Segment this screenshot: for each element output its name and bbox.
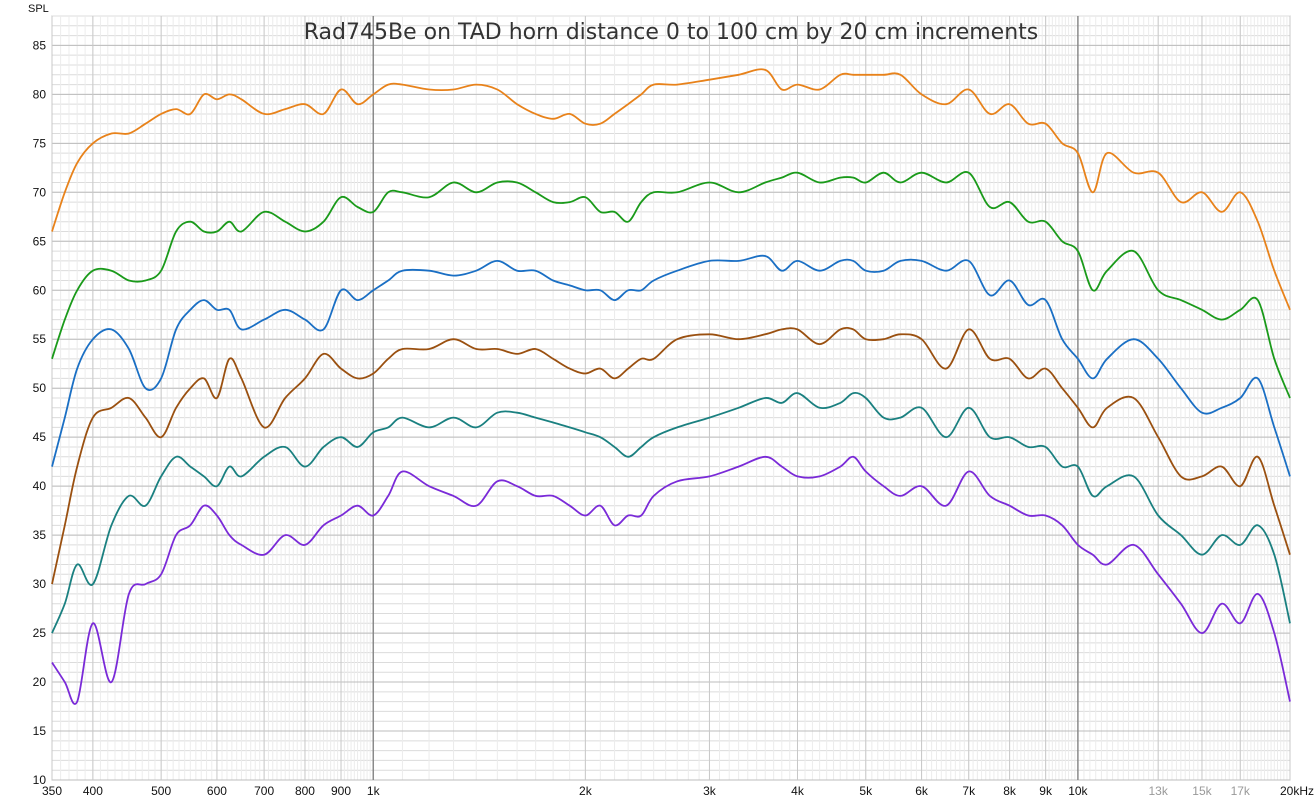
x-tick-label: 400 — [83, 784, 103, 798]
x-tick-label: 3k — [703, 784, 717, 798]
chart-title: Rad745Be on TAD horn distance 0 to 100 c… — [304, 20, 1039, 45]
y-tick-label: 70 — [33, 185, 47, 199]
y-tick-label: 60 — [33, 283, 47, 297]
series-line-4 — [51, 327, 1291, 585]
y-tick-label: 50 — [33, 381, 47, 395]
series-line-1 — [51, 68, 1291, 311]
y-tick-label: 45 — [33, 430, 47, 444]
y-tick-label: 40 — [33, 479, 47, 493]
x-tick-label: 8k — [1003, 784, 1017, 798]
x-tick-label: 500 — [151, 784, 171, 798]
major-grid — [51, 16, 1291, 781]
y-axis-ticks: 10 15 20 25 30 35 40 45 50 55 60 65 70 75 80 85 — [33, 38, 47, 787]
series-line-6 — [51, 455, 1291, 705]
series-line-3 — [51, 254, 1291, 477]
x-tick-label: 20kHz — [1280, 784, 1314, 798]
x-tick-label: 10k — [1068, 784, 1088, 798]
x-tick-label: 350 — [42, 784, 62, 798]
x-tick-label: 800 — [295, 784, 315, 798]
x-tick-label: 2k — [579, 784, 593, 798]
x-tick-label: 6k — [915, 784, 929, 798]
x-tick-label: 5k — [859, 784, 873, 798]
x-tick-label: 1k — [367, 784, 381, 798]
y-tick-label: 15 — [33, 724, 47, 738]
y-tick-label: 20 — [33, 675, 47, 689]
y-tick-label: 30 — [33, 577, 47, 591]
y-axis-label: SPL — [28, 3, 49, 15]
y-tick-label: 10 — [33, 773, 47, 787]
y-tick-label: 55 — [33, 332, 47, 346]
series-line-5 — [51, 392, 1291, 634]
y-tick-label: 65 — [33, 234, 47, 248]
y-tick-label: 25 — [33, 626, 47, 640]
series-layer — [51, 68, 1291, 705]
y-tick-label: 35 — [33, 528, 47, 542]
x-tick-label: 13k — [1148, 784, 1168, 798]
y-tick-label: 75 — [33, 136, 47, 150]
x-tick-label: 9k — [1039, 784, 1053, 798]
x-tick-label: 15k — [1192, 784, 1212, 798]
x-tick-label: 7k — [962, 784, 976, 798]
x-axis-ticks: 350 400 500 600 700 800 900 1k 2k 3k 4k 5k 6k 7k 8k 9k 1… — [42, 784, 1314, 798]
x-tick-label: 4k — [791, 784, 805, 798]
x-tick-label: 700 — [254, 784, 274, 798]
x-tick-label: 600 — [207, 784, 227, 798]
series-line-2 — [51, 171, 1291, 399]
y-tick-label: 85 — [33, 38, 47, 52]
x-tick-label: 900 — [331, 784, 351, 798]
x-tick-label: 17k — [1231, 784, 1251, 798]
y-tick-label: 80 — [33, 87, 47, 101]
